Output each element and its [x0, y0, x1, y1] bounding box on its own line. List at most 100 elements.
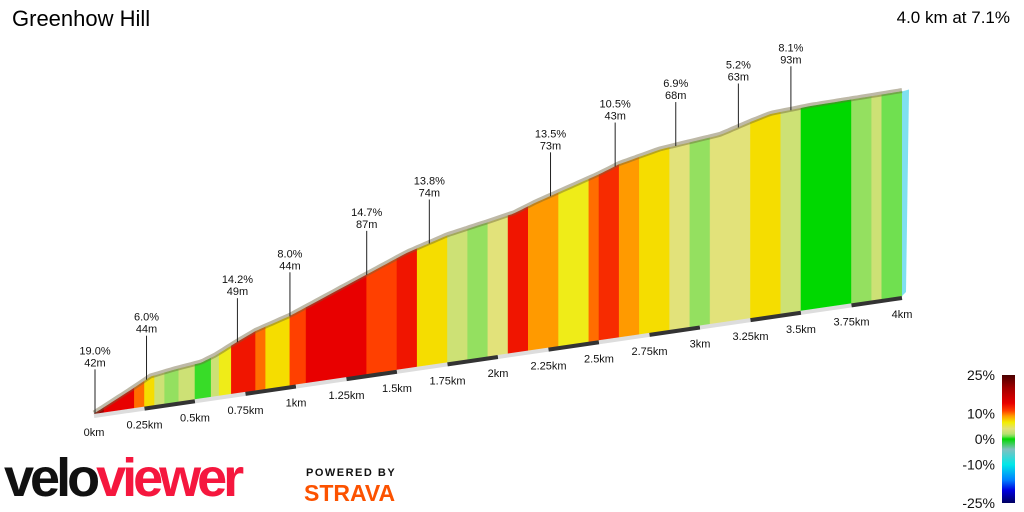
- annotation-length: 44m: [136, 324, 157, 336]
- axis-segment: [497, 347, 549, 359]
- gradient-stripe: [851, 96, 873, 304]
- legend-label: 25%: [967, 367, 995, 383]
- annotation-length: 93m: [780, 54, 801, 66]
- x-tick-label: 3.25km: [732, 331, 768, 343]
- annotation-length: 74m: [419, 187, 440, 199]
- axis-segment: [699, 318, 751, 330]
- gradient-stripe: [487, 215, 509, 357]
- annotation-gradient: 19.0%: [79, 345, 110, 357]
- annotation-length: 44m: [279, 260, 300, 272]
- annotation-gradient: 6.0%: [134, 312, 159, 324]
- x-tick-label: 1.5km: [382, 383, 412, 395]
- annotation-length: 43m: [604, 111, 625, 123]
- gradient-stripe: [265, 315, 291, 390]
- annotation-length: 87m: [356, 219, 377, 231]
- axis-segment: [750, 310, 802, 323]
- strava-logo: STRAVA: [304, 480, 396, 506]
- legend-label: -10%: [962, 457, 995, 473]
- climb-title: Greenhow Hill: [12, 6, 151, 31]
- annotation-gradient: 10.5%: [600, 99, 631, 111]
- annotation-gradient: 5.2%: [726, 60, 751, 72]
- axis-segment: [548, 340, 600, 352]
- gradient-stripe: [416, 235, 448, 368]
- gradient-stripe: [507, 206, 529, 354]
- gradient-stripe: [558, 178, 590, 347]
- gradient-stripes: [93, 89, 909, 415]
- segment-annotations: 19.0%42m6.0%44m14.2%49m8.0%44m14.7%87m13…: [79, 42, 804, 414]
- climb-summary: 4.0 km at 7.1%: [896, 8, 1010, 27]
- gradient-stripe: [210, 352, 220, 398]
- gradient-stripe: [689, 137, 711, 328]
- annotation-length: 73m: [540, 140, 561, 152]
- axis-segment: [194, 391, 246, 404]
- profile-top-line: [92, 88, 903, 416]
- annotation-gradient: 8.1%: [778, 42, 803, 54]
- gradient-stripe: [618, 156, 640, 338]
- legend-color-bar: [1002, 375, 1015, 503]
- gradient-stripe: [669, 142, 691, 331]
- annotation-gradient: 13.8%: [414, 175, 445, 187]
- gradient-stripe: [527, 192, 559, 351]
- distance-axis: [93, 296, 903, 418]
- gradient-stripe: [178, 364, 196, 402]
- gradient-stripe: [800, 99, 852, 312]
- gradient-stripe: [447, 228, 469, 363]
- x-tick-label: 2km: [488, 368, 509, 380]
- x-tick-label: 3.5km: [786, 324, 816, 336]
- x-tick-label: 1.25km: [328, 390, 364, 402]
- gradient-stripe: [881, 91, 903, 300]
- annotation-gradient: 6.9%: [663, 78, 688, 90]
- gradient-stripe: [588, 174, 600, 343]
- annotation-length: 68m: [665, 90, 686, 102]
- profile-top-edge: [92, 88, 903, 416]
- profile-end-face: [902, 89, 909, 297]
- x-tick-label: 2.75km: [631, 346, 667, 358]
- annotation-gradient: 14.2%: [222, 274, 253, 286]
- gradient-stripe: [467, 222, 489, 360]
- x-tick-label: 1km: [286, 398, 307, 410]
- gradient-stripe: [366, 257, 398, 375]
- axis-segment: [346, 369, 398, 382]
- axis-segment: [295, 377, 347, 389]
- axis-segment: [144, 399, 196, 411]
- axis-segment: [396, 362, 448, 374]
- legend-label: 10%: [967, 405, 995, 421]
- gradient-stripe: [255, 326, 267, 391]
- x-tick-label: 0.5km: [180, 412, 210, 424]
- gradient-stripe: [750, 111, 782, 319]
- x-tick-label: 2.5km: [584, 353, 614, 365]
- gradient-stripe: [289, 306, 307, 386]
- legend-label: -25%: [962, 495, 995, 511]
- x-tick-label: 0.25km: [126, 420, 162, 432]
- annotation-length: 42m: [84, 357, 105, 369]
- legend-label: 0%: [975, 431, 995, 447]
- axis-segment: [851, 296, 903, 308]
- gradient-stripe: [154, 372, 165, 406]
- x-tick-label: 0.75km: [227, 405, 263, 417]
- gradient-stripe: [144, 375, 155, 407]
- axis-segment: [93, 406, 145, 418]
- gradient-stripe: [639, 147, 671, 335]
- axis-segment: [800, 303, 852, 315]
- axis-segment: [649, 325, 701, 337]
- gradient-stripe: [780, 107, 802, 315]
- gradient-stripe: [218, 345, 232, 397]
- x-tick-label: 2.25km: [530, 361, 566, 373]
- annotation-gradient: 14.7%: [351, 207, 382, 219]
- gradient-stripe: [598, 164, 620, 341]
- powered-by-label: POWERED BY: [306, 467, 397, 479]
- annotation-gradient: 8.0%: [277, 248, 302, 260]
- axis-segment: [447, 355, 499, 367]
- x-tick-label: 3.75km: [833, 316, 869, 328]
- gradient-stripe: [396, 248, 418, 371]
- x-tick-label: 3km: [690, 339, 711, 351]
- gradient-stripe: [871, 94, 883, 301]
- gradient-stripe: [709, 121, 751, 325]
- gradient-legend: 25% 10% 0% -10% -25%: [962, 367, 1015, 511]
- gradient-stripe: [164, 368, 180, 405]
- x-tick-label: 0km: [84, 427, 105, 439]
- annotation-length: 63m: [728, 72, 749, 84]
- axis-segment: [598, 332, 650, 345]
- axis-segment: [245, 384, 297, 396]
- x-tick-label: 1.75km: [429, 375, 465, 387]
